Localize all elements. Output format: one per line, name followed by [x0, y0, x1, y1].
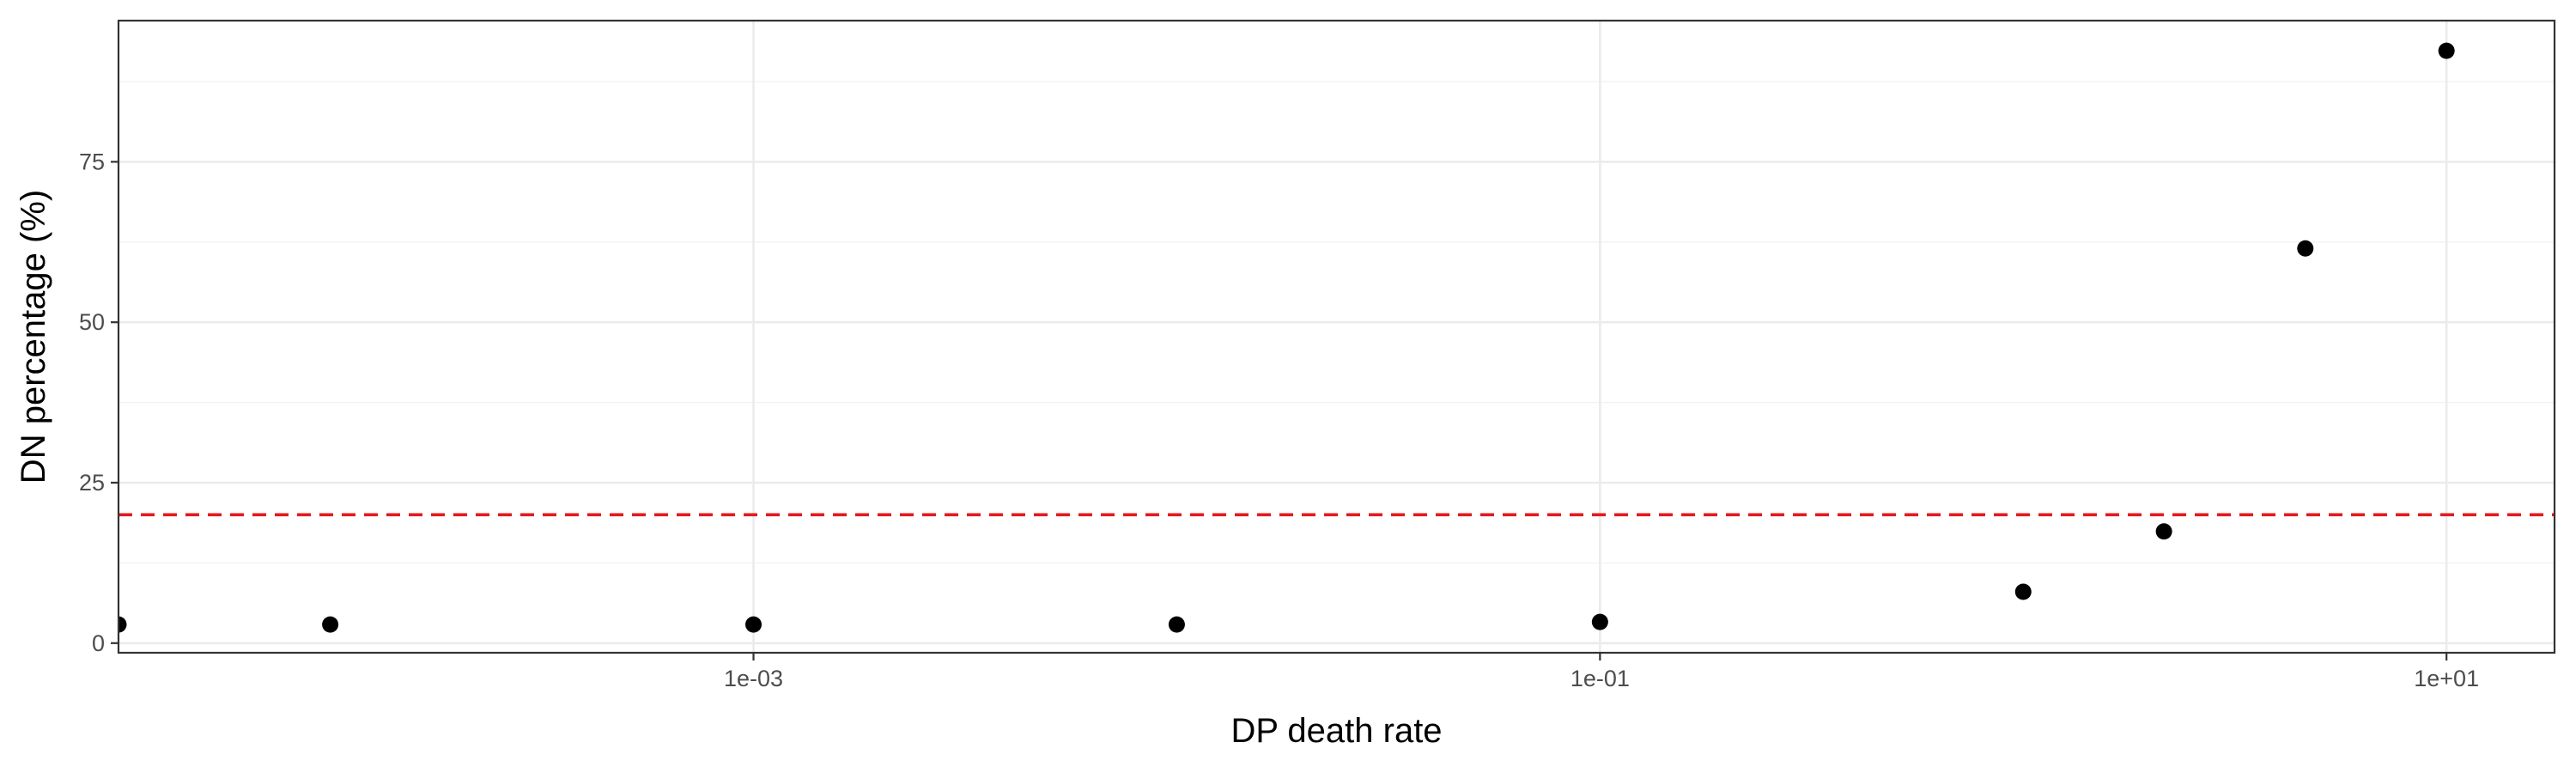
data-point — [2438, 42, 2455, 59]
grid — [118, 21, 2555, 653]
x-tick-label: 1e+01 — [2414, 666, 2479, 691]
y-tick-label: 75 — [79, 149, 105, 174]
x-axis-title: DP death rate — [1230, 712, 1442, 750]
x-tick-label: 1e-03 — [724, 666, 783, 691]
panel-border — [117, 19, 2556, 654]
data-point — [745, 616, 762, 633]
y-tick-label: 25 — [79, 470, 105, 496]
y-tick-label: 50 — [79, 309, 105, 335]
y-tick-label: 0 — [92, 630, 105, 656]
y-axis-title: DN percentage (%) — [15, 190, 52, 484]
data-point — [2155, 523, 2172, 540]
data-points — [118, 42, 2455, 633]
data-point — [1168, 616, 1185, 633]
axis-ticks: 1e-03 1e-01 1e+01 0 25 50 75 — [79, 149, 2479, 691]
data-point — [2014, 583, 2032, 600]
data-point — [1591, 613, 1608, 630]
data-point — [322, 616, 339, 633]
data-point — [118, 616, 127, 633]
x-tick-label: 1e-01 — [1571, 666, 1630, 691]
data-point — [2297, 240, 2314, 257]
